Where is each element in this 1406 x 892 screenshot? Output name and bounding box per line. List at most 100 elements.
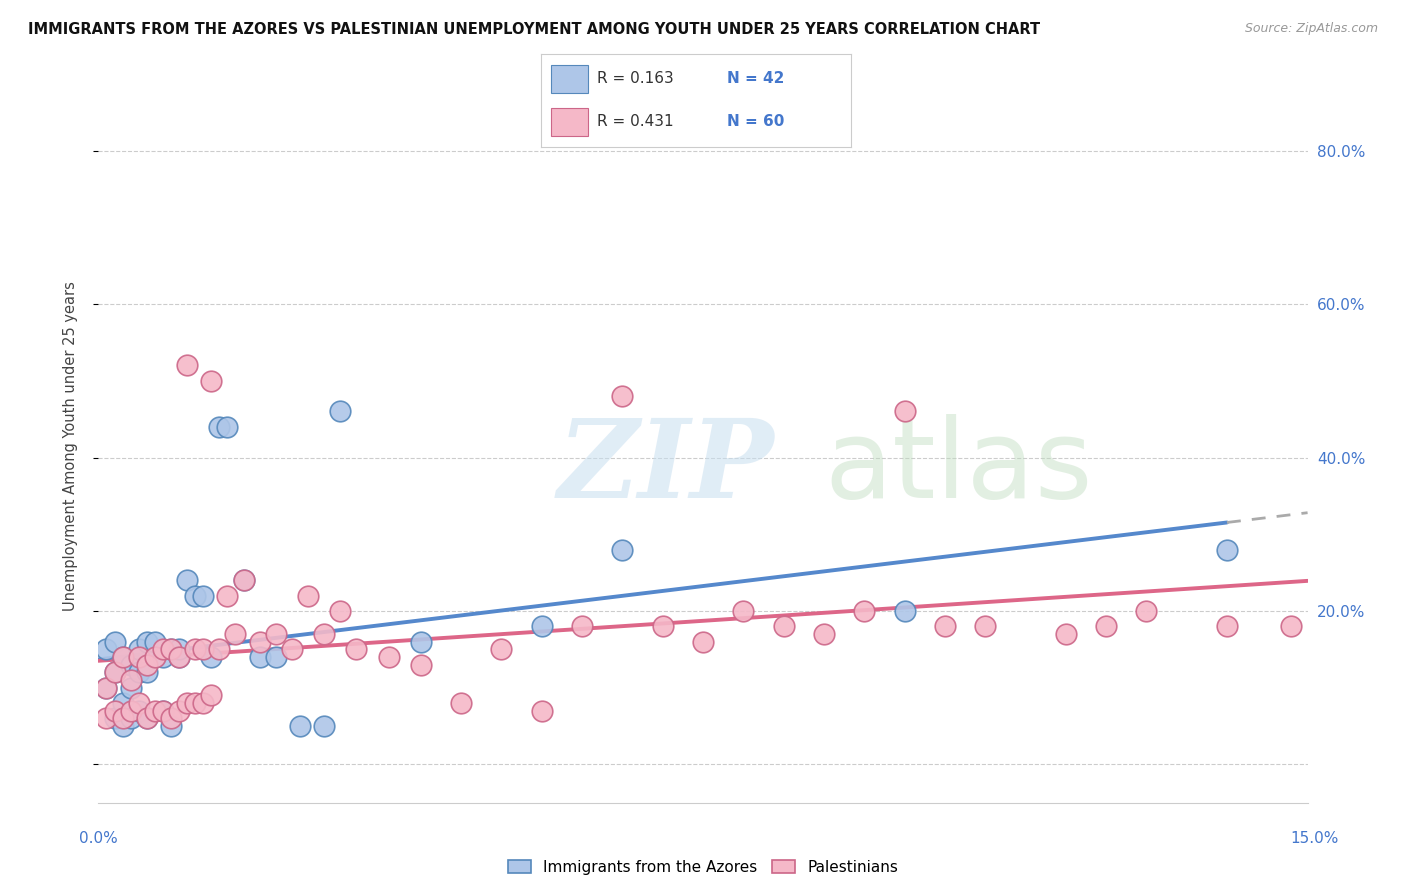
Point [152, 704, 174, 718]
Point [232, 574, 254, 588]
Point [232, 574, 254, 588]
Point [152, 650, 174, 665]
Point [120, 711, 142, 725]
Text: IMMIGRANTS FROM THE AZORES VS PALESTINIAN UNEMPLOYMENT AMONG YOUTH UNDER 25 YEAR: IMMIGRANTS FROM THE AZORES VS PALESTINIA… [28, 22, 1040, 37]
Point [167, 650, 190, 665]
Point [167, 704, 190, 718]
Point [692, 634, 714, 648]
Point [530, 704, 553, 718]
Point [377, 650, 399, 665]
Text: ZIP: ZIP [558, 414, 775, 521]
Point [143, 704, 166, 718]
Point [135, 711, 157, 725]
Point [120, 704, 142, 718]
Bar [551, 65, 588, 93]
Point [813, 627, 835, 641]
Point [491, 642, 513, 657]
Point [249, 634, 271, 648]
Point [772, 619, 794, 633]
Point [167, 650, 190, 665]
Point [160, 642, 183, 657]
Point [651, 619, 673, 633]
Point [96, 681, 118, 695]
Point [224, 627, 246, 641]
Bar [551, 108, 588, 136]
Point [160, 719, 183, 733]
Point [152, 642, 174, 657]
Point [135, 657, 157, 672]
Text: R = 0.163: R = 0.163 [598, 71, 673, 87]
Point [893, 604, 915, 618]
Point [208, 642, 231, 657]
Point [193, 696, 215, 710]
Point [571, 619, 593, 633]
Text: R = 0.431: R = 0.431 [598, 114, 673, 129]
Point [103, 704, 125, 718]
Point [934, 619, 956, 633]
Point [111, 696, 134, 710]
Point [111, 719, 134, 733]
Point [128, 642, 150, 657]
Point [176, 359, 198, 373]
Point [128, 696, 150, 710]
Point [249, 650, 271, 665]
Point [281, 642, 304, 657]
Point [344, 642, 367, 657]
Point [111, 650, 134, 665]
Point [152, 704, 174, 718]
Point [893, 404, 915, 418]
Point [184, 589, 207, 603]
Point [314, 719, 336, 733]
Text: Source: ZipAtlas.com: Source: ZipAtlas.com [1244, 22, 1378, 36]
Point [103, 665, 125, 680]
Point [111, 650, 134, 665]
Point [409, 657, 432, 672]
Point [160, 642, 183, 657]
Point [288, 719, 311, 733]
Point [143, 650, 166, 665]
Text: 15.0%: 15.0% [1291, 831, 1339, 846]
Point [128, 665, 150, 680]
Point [450, 696, 472, 710]
Point [96, 642, 118, 657]
Point [135, 634, 157, 648]
Point [120, 681, 142, 695]
Point [208, 419, 231, 434]
Point [96, 711, 118, 725]
Point [200, 650, 222, 665]
Point [167, 642, 190, 657]
Point [200, 689, 222, 703]
Point [96, 681, 118, 695]
Point [176, 574, 198, 588]
Text: N = 60: N = 60 [727, 114, 785, 129]
Point [200, 374, 222, 388]
Point [1054, 627, 1077, 641]
Point [193, 642, 215, 657]
Point [128, 650, 150, 665]
Point [612, 542, 634, 557]
Point [103, 634, 125, 648]
Point [297, 589, 319, 603]
Point [733, 604, 755, 618]
Point [853, 604, 876, 618]
Point [264, 650, 287, 665]
Point [103, 711, 125, 725]
Point [120, 657, 142, 672]
Text: atlas: atlas [824, 414, 1092, 521]
Y-axis label: Unemployment Among Youth under 25 years: Unemployment Among Youth under 25 years [63, 281, 77, 611]
Point [103, 665, 125, 680]
Point [184, 642, 207, 657]
Point [120, 673, 142, 687]
Point [409, 634, 432, 648]
Point [160, 711, 183, 725]
Text: 0.0%: 0.0% [79, 831, 118, 846]
Point [176, 696, 198, 710]
Point [143, 650, 166, 665]
Point [612, 389, 634, 403]
Point [143, 634, 166, 648]
Point [974, 619, 997, 633]
Point [111, 711, 134, 725]
Point [217, 419, 239, 434]
Point [329, 604, 352, 618]
Point [1095, 619, 1118, 633]
